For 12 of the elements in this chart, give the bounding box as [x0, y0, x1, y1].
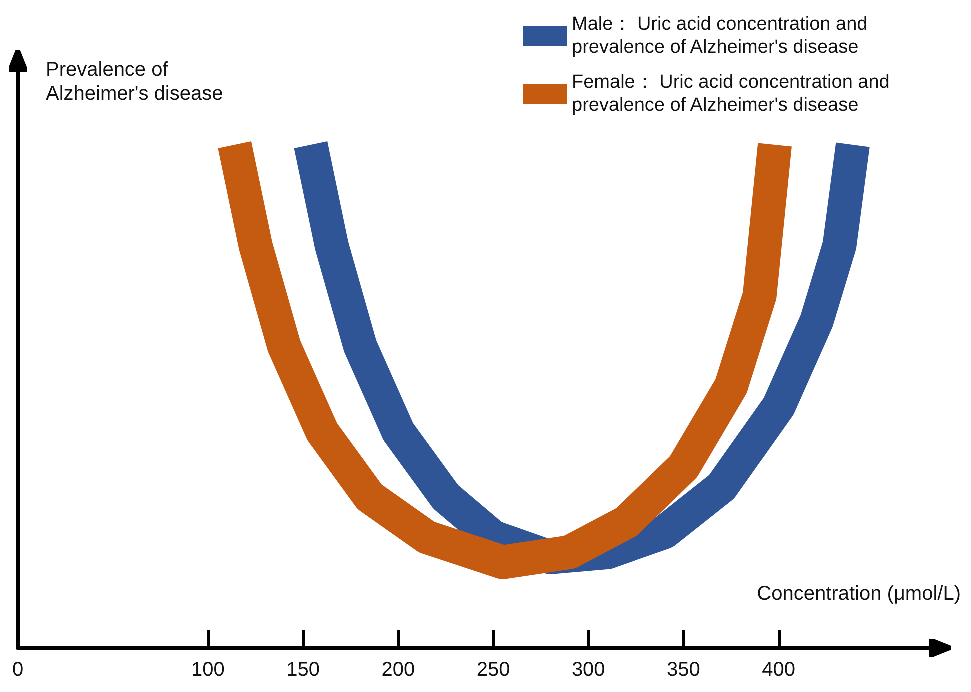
- legend-label: Female： Uric acid concentration and prevalence of Alzheimer's disease: [572, 72, 896, 116]
- x-axis-title: Concentration (μmol/L): [757, 583, 961, 605]
- x-tick-label: 150: [286, 659, 320, 681]
- x-tick-label: 100: [192, 659, 225, 681]
- y-axis-title: Prevalence of Alzheimer's disease: [46, 59, 224, 105]
- x-tick-label: 200: [382, 659, 416, 681]
- x-tick-label: 300: [572, 659, 606, 681]
- x-tick-label: 400: [762, 659, 796, 681]
- x-tick-label: 0: [12, 659, 24, 681]
- x-tick-label: 250: [476, 659, 510, 681]
- legend-label: Male： Uric acid concentration and prevalence of Alzheimer's disease: [572, 14, 873, 58]
- x-tick-label: 350: [667, 659, 700, 681]
